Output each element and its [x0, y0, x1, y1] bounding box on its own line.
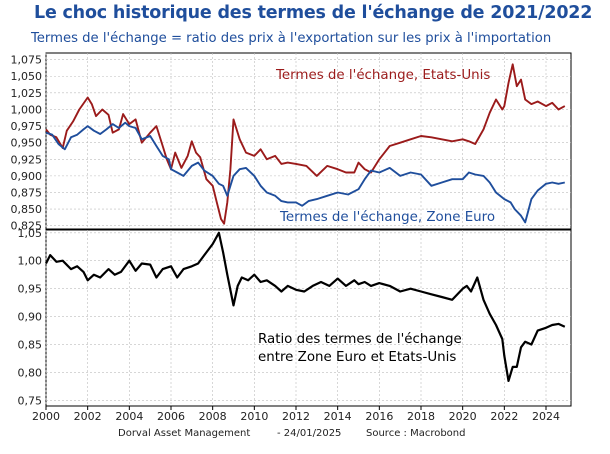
- top-y-tick-label: 0,850: [11, 203, 43, 216]
- top-series-line-1: [45, 121, 565, 224]
- top-y-tick-label: 0,875: [11, 186, 43, 199]
- bottom-y-axis: 1,05 1,00 0,95 0,90 0,85 0,80 0,75: [18, 227, 43, 408]
- ratio-annotation-line1: Ratio des termes de l'échange: [258, 331, 462, 347]
- bottom-lines: [45, 231, 566, 382]
- x-tick-label: 2020: [449, 410, 477, 423]
- footer-source: Source : Macrobond: [366, 428, 466, 439]
- top-y-tick-label: 0,975: [11, 120, 43, 133]
- x-tick-label: 2010: [240, 410, 268, 423]
- top-panel: 1,075 1,050 1,025 1,000 0,975 0,950 0,925 0,900…: [11, 52, 572, 233]
- ratio-annotation-line2: entre Zone Euro et Etats-Unis: [258, 350, 456, 365]
- x-tick-label: 2016: [365, 410, 393, 423]
- page-title: Le choc historique des termes de l'échan…: [34, 3, 593, 23]
- x-tick-label: 2006: [157, 410, 185, 423]
- x-tick-label: 2004: [115, 410, 143, 423]
- x-tick-label: 2000: [32, 410, 60, 423]
- page-subtitle: Termes de l'échange = ratio des prix à l…: [31, 31, 552, 46]
- ez-series-annotation: Termes de l'échange, Zone Euro: [279, 209, 495, 225]
- top-y-tick-label: 1,025: [11, 87, 43, 100]
- top-y-tick-label: 0,950: [11, 137, 43, 150]
- bottom-y-tick-label: 1,05: [18, 227, 43, 240]
- bottom-y-tick-label: 0,75: [18, 394, 43, 407]
- x-tick-label: 2022: [490, 410, 518, 423]
- top-y-tick-label: 0,925: [11, 153, 43, 166]
- bottom-y-tick-label: 0,80: [18, 366, 43, 379]
- x-tick-label: 2002: [74, 410, 102, 423]
- x-tick-label: 2018: [407, 410, 435, 423]
- bottom-y-tick-label: 0,95: [18, 283, 43, 296]
- top-y-axis: 1,075 1,050 1,025 1,000 0,975 0,950 0,925 0,900…: [11, 54, 43, 233]
- us-series-annotation: Termes de l'échange, Etats-Unis: [275, 67, 490, 83]
- top-y-tick-label: 1,075: [11, 54, 43, 67]
- bottom-y-tick-label: 0,90: [18, 311, 43, 324]
- footer-date: - 24/01/2025: [277, 428, 342, 439]
- top-y-tick-label: 0,900: [11, 170, 43, 183]
- x-tick-label: 2024: [532, 410, 560, 423]
- x-axis: 2000 2002 2004 2006 2008 2010 2012 2014 2016 2018…: [32, 406, 560, 423]
- bottom-series-line-0: [45, 231, 566, 382]
- x-tick-label: 2014: [324, 410, 352, 423]
- footer-author: Dorval Asset Management: [118, 428, 251, 439]
- x-tick-label: 2008: [199, 410, 227, 423]
- bottom-gridlines: [45, 230, 571, 406]
- top-series-line-0: [45, 63, 566, 225]
- bottom-panel: 1,051,000,950,900,850,800,75 2000 2002 200…: [18, 227, 572, 423]
- top-y-tick-label: 1,000: [11, 103, 43, 116]
- bottom-y-tick-label: 1,00: [18, 255, 43, 268]
- top-lines: [45, 63, 566, 225]
- top-gridlines: [45, 53, 571, 229]
- x-tick-label: 2012: [282, 410, 310, 423]
- top-y-tick-label: 1,050: [11, 70, 43, 83]
- top-y-tick-label: 0,825: [11, 220, 43, 233]
- bottom-y-tick-label: 0,85: [18, 339, 43, 352]
